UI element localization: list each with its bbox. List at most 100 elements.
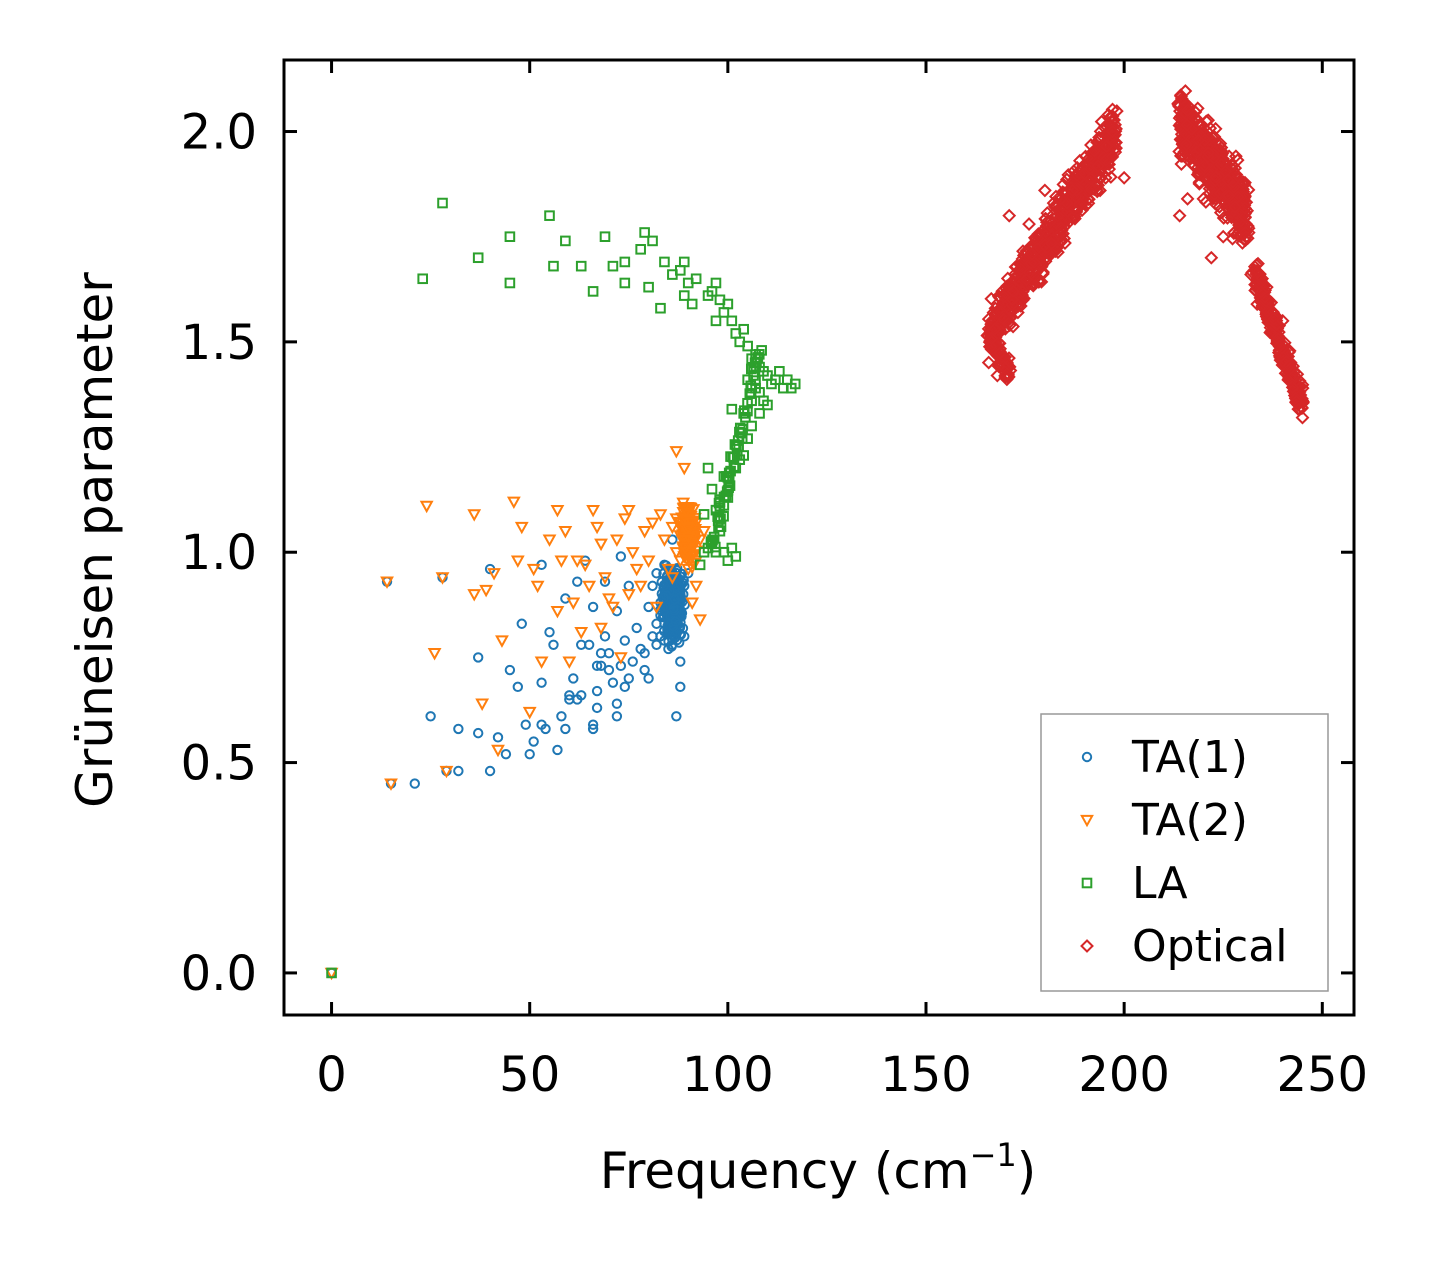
data-point [746, 382, 758, 394]
data-point [595, 660, 607, 672]
data-point [1079, 198, 1094, 213]
axis-ticks: 0 50 100 150 200 250 0.0 0.5 1.0 1.5 2.0 [181, 60, 1368, 1103]
data-point [1266, 311, 1281, 326]
data-point [1054, 221, 1068, 235]
data-point [647, 235, 658, 247]
data-point [1019, 272, 1034, 287]
data-point [607, 677, 619, 688]
data-point [997, 289, 1011, 304]
data-point [1179, 137, 1194, 152]
data-point [735, 427, 747, 439]
data-point [484, 765, 496, 777]
data-point [1065, 183, 1080, 198]
data-point [510, 555, 525, 568]
data-point [651, 618, 662, 629]
data-point [740, 411, 751, 423]
data-point [686, 298, 698, 310]
data-point [988, 321, 1002, 336]
data-point [658, 579, 670, 591]
data-point [1012, 294, 1027, 309]
data-point [1003, 277, 1018, 292]
data-point [713, 512, 725, 523]
data-point [504, 277, 516, 289]
data-point [670, 571, 681, 582]
data-point [678, 256, 690, 268]
data-point [722, 298, 734, 310]
data-point [639, 227, 650, 238]
data-point [678, 290, 690, 301]
data-point [1006, 284, 1021, 299]
data-point [1038, 224, 1053, 239]
data-point [619, 256, 631, 268]
data-point [1015, 284, 1030, 299]
data-point [435, 572, 450, 585]
data-point [637, 526, 652, 539]
data-point [619, 681, 631, 693]
data-point [1189, 145, 1204, 159]
data-point [647, 580, 658, 592]
data-point [665, 521, 680, 535]
data-point [1193, 143, 1207, 158]
data-point [661, 590, 672, 601]
data-point [671, 711, 682, 722]
data-point [572, 576, 583, 587]
data-point [993, 346, 1008, 360]
data-point [1173, 88, 1188, 103]
data-point [594, 538, 608, 552]
data-point [685, 597, 700, 610]
data-point [1225, 158, 1240, 173]
data-point [326, 967, 337, 979]
data-point [1013, 262, 1028, 277]
data-point [566, 597, 581, 610]
data-point [744, 388, 756, 399]
data-point [609, 534, 624, 547]
data-point [1027, 255, 1042, 270]
data-point [1291, 395, 1306, 410]
data-point [789, 378, 801, 390]
data-point [453, 765, 464, 777]
data-point [560, 235, 571, 247]
data-point [606, 601, 620, 615]
data-point [1027, 230, 1042, 245]
y-tick-label: 1.0 [181, 525, 257, 581]
data-point [1002, 208, 1017, 223]
data-point [675, 656, 686, 667]
data-point [587, 286, 599, 297]
data-point [1106, 133, 1120, 148]
data-point [1084, 138, 1098, 152]
data-point [550, 504, 565, 518]
data-point [643, 673, 654, 684]
data-point [669, 446, 684, 459]
data-point [984, 291, 999, 306]
series-ta-1- [326, 534, 694, 979]
data-point [619, 277, 631, 289]
data-point [564, 690, 575, 701]
data-point [1001, 316, 1016, 331]
data-point [677, 462, 692, 476]
data-point [1093, 183, 1107, 198]
data-point [617, 513, 632, 526]
data-point [542, 534, 557, 547]
data-point [706, 483, 718, 495]
data-point [1173, 148, 1188, 163]
data-point [623, 673, 634, 684]
x-axis-label-superscript: −1 [970, 1136, 1017, 1174]
data-point [1008, 260, 1023, 274]
data-point [1259, 280, 1274, 295]
data-point [742, 340, 753, 352]
data-point [651, 639, 662, 650]
legend-entries: TA(1) TA(2) LA Optical [1080, 732, 1287, 972]
data-point [689, 580, 704, 594]
data-point [554, 555, 569, 568]
data-point [1197, 158, 1212, 173]
data-point [615, 551, 627, 562]
data-point [1244, 267, 1258, 282]
data-point [1172, 208, 1187, 223]
data-point [754, 408, 765, 419]
data-point [698, 546, 710, 558]
data-point [1046, 232, 1061, 247]
data-point [504, 231, 516, 242]
data-point [629, 563, 644, 577]
data-point [697, 526, 711, 539]
data-point [1214, 140, 1229, 155]
